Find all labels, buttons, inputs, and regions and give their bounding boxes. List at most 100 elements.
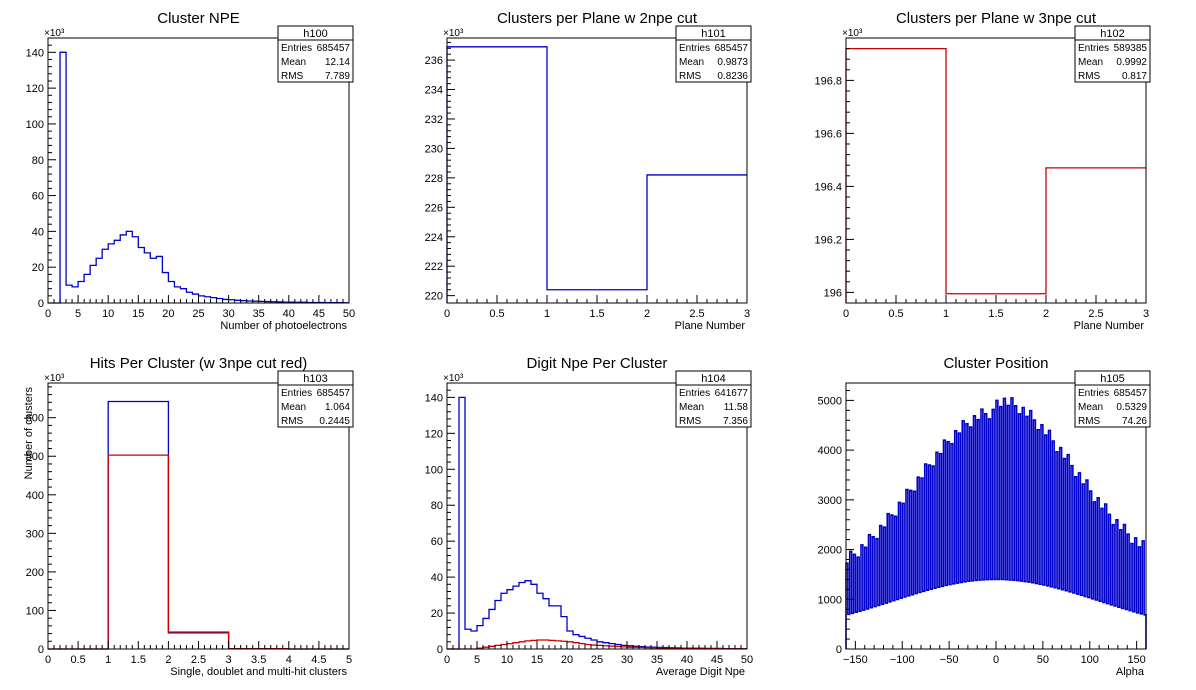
stats-label: Entries: [679, 43, 710, 54]
stats-box: [675, 25, 752, 83]
y-tick-label: 20: [431, 608, 443, 620]
y-tick-label: 224: [425, 232, 443, 244]
stats-value: 7.789: [325, 71, 350, 82]
stats-value: 0.2445: [319, 416, 350, 427]
x-tick-label: 40: [283, 308, 295, 320]
x-tick-label: 0: [993, 654, 999, 666]
x-tick-label: 10: [102, 308, 114, 320]
y-tick-label: 222: [425, 261, 443, 273]
y-tick-label: 120: [26, 83, 44, 95]
x-tick-label: 15: [132, 308, 144, 320]
x-tick-label: 3: [1143, 308, 1149, 320]
stats-label: Mean: [679, 402, 704, 413]
x-tick-label: 50: [741, 654, 753, 666]
x-tick-label: 45: [313, 308, 325, 320]
chart-title: Clusters per Plane w 2npe cut: [497, 10, 698, 27]
stats-value: 7.356: [723, 416, 748, 427]
x-tick-label: 30: [222, 308, 234, 320]
x-tick-label: 3: [744, 308, 750, 320]
y-multiplier-label: ×10³: [443, 28, 464, 39]
x-axis-label: Plane Number: [675, 320, 746, 332]
stats-label: Mean: [1078, 57, 1103, 68]
chart-title: Hits Per Cluster (w 3npe cut red): [90, 355, 308, 372]
chart-title: Cluster Position: [943, 355, 1048, 372]
histogram-series-blue: [845, 397, 1147, 649]
stats-value: 0.9992: [1116, 57, 1147, 68]
stats-label: Mean: [1078, 402, 1103, 413]
x-tick-label: 100: [1081, 654, 1099, 666]
x-tick-label: 25: [192, 308, 204, 320]
y-tick-label: 80: [32, 155, 44, 167]
stats-label: RMS: [1078, 71, 1101, 82]
y-tick-label: 0: [38, 644, 44, 656]
y-tick-label: 226: [425, 202, 443, 214]
y-multiplier-label: ×10³: [44, 28, 65, 39]
x-axis-label: Alpha: [1116, 666, 1145, 678]
x-tick-label: 15: [531, 654, 543, 666]
stats-value: 1.064: [325, 402, 350, 413]
y-tick-label: 220: [425, 291, 443, 303]
chart-panel-3: Clusters per Plane w 3npe cut 0 0.5 1 1.5 2 2.…: [814, 10, 1151, 332]
y-tick-label: 140: [425, 392, 443, 404]
y-tick-label: 236: [425, 55, 443, 67]
x-tick-label: 2.5: [1088, 308, 1103, 320]
x-tick-label: 50: [1037, 654, 1049, 666]
y-tick-label: 100: [26, 119, 44, 131]
stats-value: 0.817: [1122, 71, 1147, 82]
x-tick-label: 0: [444, 308, 450, 320]
y-tick-label: 234: [425, 85, 443, 97]
y-tick-label: 300: [26, 528, 44, 540]
stats-label: Entries: [679, 388, 710, 399]
x-tick-label: 1.5: [131, 654, 146, 666]
x-tick-label: 30: [621, 654, 633, 666]
stats-label: Entries: [281, 43, 312, 54]
stats-value: 0.9873: [717, 57, 748, 68]
x-tick-label: 0: [444, 654, 450, 666]
stats-label: Entries: [1078, 388, 1109, 399]
x-tick-label: 0.5: [70, 654, 85, 666]
x-tick-label: 5: [75, 308, 81, 320]
stats-label: RMS: [281, 416, 304, 427]
y-tick-label: 196.4: [814, 181, 842, 193]
y-tick-label: 4000: [818, 445, 842, 457]
stats-label: Entries: [1078, 43, 1109, 54]
x-tick-label: 1: [544, 308, 550, 320]
stats-label: Mean: [281, 57, 306, 68]
y-tick-label: 120: [425, 428, 443, 440]
x-tick-label: 0.5: [888, 308, 903, 320]
stats-box-name: h100: [303, 28, 327, 40]
x-tick-label: −100: [890, 654, 915, 666]
y-tick-label: 600: [26, 413, 44, 425]
stats-label: Mean: [679, 57, 704, 68]
y-tick-label: 2000: [818, 545, 842, 557]
x-tick-label: 1: [943, 308, 949, 320]
stats-label: RMS: [679, 71, 702, 82]
x-axis-label: Single, doublet and multi-hit clusters: [170, 666, 347, 678]
y-tick-label: 500: [26, 451, 44, 463]
stats-box: [277, 25, 354, 83]
stats-box-name: h103: [303, 373, 327, 385]
x-axis-label: Plane Number: [1074, 320, 1145, 332]
chart-panel-1: Cluster NPE 0 5 10 15 20 25 30 35 40 45 50 0 20 40 60 80…: [26, 10, 355, 332]
y-tick-label: 5000: [818, 395, 842, 407]
y-tick-label: 196.8: [814, 75, 842, 87]
x-tick-label: 10: [501, 654, 513, 666]
y-multiplier-label: ×10³: [443, 373, 464, 384]
y-tick-label: 100: [425, 464, 443, 476]
y-multiplier-label: ×10³: [842, 28, 863, 39]
stats-value: 74.26: [1122, 416, 1147, 427]
x-tick-label: 0.5: [489, 308, 504, 320]
y-multiplier-label: ×10³: [44, 373, 65, 384]
stats-box: [1074, 25, 1151, 83]
y-tick-label: 60: [32, 191, 44, 203]
y-tick-label: 196.2: [814, 234, 842, 246]
chart-title: Clusters per Plane w 3npe cut: [896, 10, 1097, 27]
x-tick-label: 1: [105, 654, 111, 666]
stats-box: [1074, 370, 1151, 428]
y-tick-label: 0: [437, 644, 443, 656]
chart-panel-4: Hits Per Cluster (w 3npe cut red) 0 0.5 1 1.…: [23, 355, 354, 678]
x-tick-label: 0: [45, 308, 51, 320]
y-tick-label: 40: [32, 226, 44, 238]
y-tick-label: 230: [425, 143, 443, 155]
x-tick-label: 4.5: [311, 654, 326, 666]
